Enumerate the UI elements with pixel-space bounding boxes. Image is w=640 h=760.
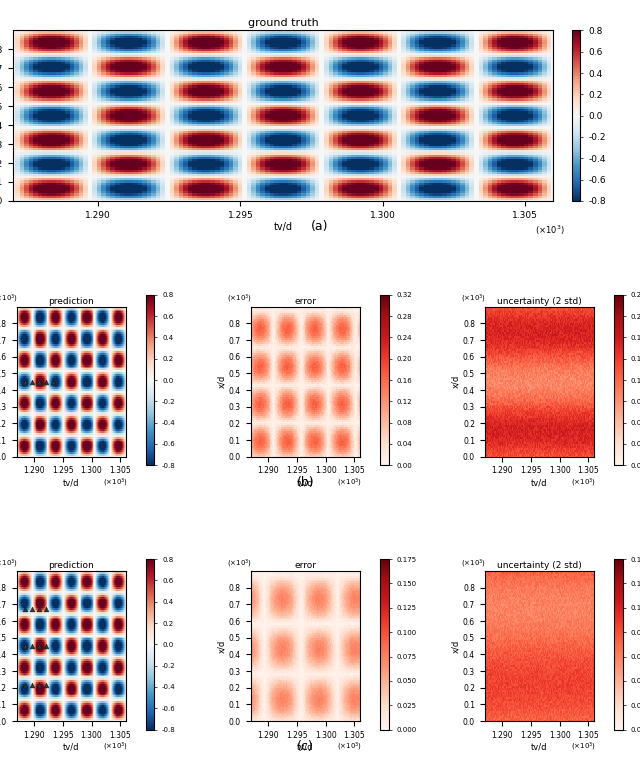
Text: $(\times10^3)$: $(\times10^3)$ [227, 293, 252, 306]
X-axis label: tv/d: tv/d [63, 743, 79, 752]
X-axis label: tv/d: tv/d [63, 478, 79, 487]
Text: $(\times10^3)$: $(\times10^3)$ [227, 557, 252, 569]
Text: $(\times10^3)$: $(\times10^3)$ [337, 477, 362, 489]
Text: $(\times10^3)$: $(\times10^3)$ [461, 293, 486, 306]
Text: $(\times10^3)$: $(\times10^3)$ [535, 223, 564, 236]
X-axis label: tv/d: tv/d [531, 478, 548, 487]
Text: (c): (c) [297, 740, 314, 753]
X-axis label: tv/d: tv/d [297, 743, 314, 752]
Title: error: error [294, 561, 316, 570]
Y-axis label: x/d: x/d [451, 375, 460, 388]
Text: $(\times10^3)$: $(\times10^3)$ [572, 477, 596, 489]
Text: $(\times10^3)$: $(\times10^3)$ [461, 557, 486, 569]
Text: $(\times10^3)$: $(\times10^3)$ [572, 740, 596, 753]
Text: $(\times10^3)$: $(\times10^3)$ [0, 293, 18, 306]
Title: uncertainty (2 std): uncertainty (2 std) [497, 561, 582, 570]
Title: ground truth: ground truth [248, 18, 319, 28]
Title: prediction: prediction [49, 561, 94, 570]
Text: $(\times10^3)$: $(\times10^3)$ [337, 740, 362, 753]
Y-axis label: x/d: x/d [217, 639, 226, 653]
Y-axis label: x/d: x/d [451, 639, 460, 653]
Title: prediction: prediction [49, 297, 94, 306]
Text: $(\times10^3)$: $(\times10^3)$ [103, 740, 128, 753]
X-axis label: tv/d: tv/d [297, 478, 314, 487]
Text: (b): (b) [296, 476, 314, 489]
Text: $(\times10^3)$: $(\times10^3)$ [0, 557, 18, 569]
Text: $(\times10^3)$: $(\times10^3)$ [103, 477, 128, 489]
Y-axis label: x/d: x/d [217, 375, 226, 388]
Text: (a): (a) [311, 220, 329, 233]
X-axis label: tv/d: tv/d [274, 223, 292, 233]
X-axis label: tv/d: tv/d [531, 743, 548, 752]
Title: uncertainty (2 std): uncertainty (2 std) [497, 297, 582, 306]
Title: error: error [294, 297, 316, 306]
